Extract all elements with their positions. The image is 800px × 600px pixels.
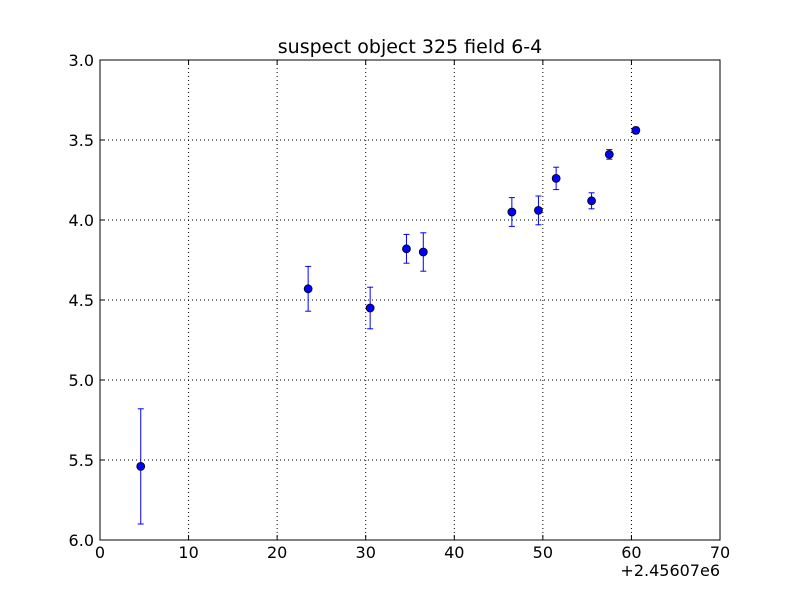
data-point [604,149,614,159]
x-tick-label: 50 [533,543,553,562]
data-point [402,244,411,254]
data-point [534,205,543,215]
plot-frame [99,59,721,541]
chart-title: suspect object 325 field 6-4 [278,36,543,58]
data-point [587,196,596,206]
x-tick-label: 0 [95,543,105,562]
x-tick-label: 10 [178,543,198,562]
y-tick-label: 5.5 [69,451,94,470]
x-tick-label: 20 [267,543,287,562]
x-tick-label: 30 [356,543,376,562]
data-point [631,125,641,135]
y-tick-label: 4.0 [69,211,94,230]
data-point [507,207,517,217]
x-tick-label: 60 [621,543,641,562]
y-tick-label: 6.0 [69,531,94,550]
y-tick-label: 3.5 [69,131,94,150]
y-tick-label: 3.0 [69,51,94,70]
x-offset-label: +2.45607e6 [620,561,720,580]
x-tick-label: 40 [444,543,464,562]
data-point [136,461,146,471]
grid [100,60,720,540]
data-point [418,247,428,257]
data-point [551,173,561,183]
y-tick-label: 5.0 [69,371,94,390]
y-tick-label: 4.5 [69,291,94,310]
data-series [136,125,641,525]
data-point [303,284,313,294]
data-point [365,303,375,313]
x-tick-label: 70 [710,543,730,562]
axis-ticks: 0 10 20 30 40 50 60 70 3.0 3.5 4.0 4.5 5.0 5.5 6.0 [69,51,731,562]
